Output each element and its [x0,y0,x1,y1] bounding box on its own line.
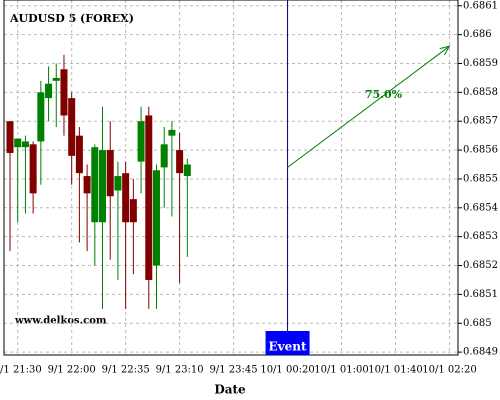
x-tick-label: 10/1 00:20 [260,365,314,376]
x-tick-label: 10/1 01:00 [314,365,368,376]
y-tick-label: 0.6855 [463,173,498,184]
candle-body [91,147,99,223]
y-tick-label: 0.6849 [463,347,498,358]
candle-body [152,170,160,266]
candle-body [160,144,168,168]
y-tick-label: 0.6858 [463,87,498,98]
x-tick-label: 9/1 23:10 [156,365,204,376]
candle-body [106,150,114,197]
candle-body [37,92,45,142]
candle-body [52,77,60,81]
y-tick-label: 0.6861 [463,0,498,11]
y-tick-label: 0.6853 [463,231,498,242]
x-tick-label: 9/1 22:35 [102,365,150,376]
y-tick-label: 0.685 [463,318,492,329]
candle-body [99,150,107,223]
y-tick-label: 0.6857 [463,116,498,127]
x-tick-label: 9/1 21:30 [0,365,42,376]
event-box [265,331,310,355]
candle-body [68,98,76,156]
candle-body [122,173,130,223]
candle-body [60,69,68,116]
candle-body [183,164,191,177]
x-tick-label: 9/1 22:00 [48,365,96,376]
x-tick-label: 10/1 01:40 [368,365,422,376]
y-tick-label: 0.6854 [463,202,498,213]
candle-body [137,121,145,162]
candle-body [176,150,184,174]
watermark: www.delkos.com [14,316,107,327]
x-tick-label: 10/1 02:20 [422,365,476,376]
candle-body [168,129,176,136]
candle-body [129,199,137,223]
x-tick-label: 9/1 23:45 [210,365,258,376]
candle-body [75,135,83,174]
event-label: Event [269,340,307,354]
candle-body [21,141,29,148]
candle-body [114,176,122,191]
y-tick-label: 0.6859 [463,58,498,69]
candle-body [14,138,22,148]
x-axis-title: Date [214,383,246,397]
arrow-head [439,45,451,56]
y-tick-label: 0.6856 [463,145,498,156]
candle-body [83,176,91,194]
y-tick-label: 0.6852 [463,260,498,271]
y-tick-label: 0.6851 [463,289,498,300]
candle-body [45,83,53,99]
candle-body [6,121,14,153]
y-tick-label: 0.686 [463,29,492,40]
plot-frame [3,0,459,356]
arrow-label: 75.0% [365,88,403,101]
projection-arrow [287,45,450,168]
candle-body [29,144,37,194]
candle-body [145,115,153,280]
